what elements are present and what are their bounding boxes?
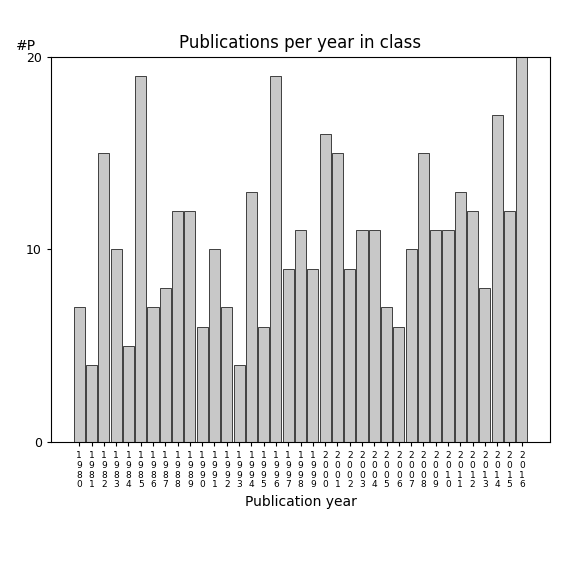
Bar xyxy=(405,249,417,442)
Title: Publications per year in class: Publications per year in class xyxy=(179,35,422,52)
Bar xyxy=(344,269,355,442)
Bar xyxy=(172,211,183,442)
Bar xyxy=(135,76,146,442)
Bar xyxy=(332,153,343,442)
Bar xyxy=(147,307,159,442)
Bar xyxy=(123,346,134,442)
Bar xyxy=(270,76,281,442)
Bar xyxy=(516,57,527,442)
Bar xyxy=(86,365,97,442)
Bar xyxy=(467,211,478,442)
Bar xyxy=(209,249,220,442)
Bar xyxy=(492,115,503,442)
Bar xyxy=(430,230,441,442)
Bar xyxy=(234,365,244,442)
Text: #P: #P xyxy=(16,39,36,53)
Bar xyxy=(197,327,208,442)
Bar xyxy=(258,327,269,442)
Bar xyxy=(111,249,122,442)
Bar xyxy=(381,307,392,442)
Bar xyxy=(295,230,306,442)
Bar xyxy=(418,153,429,442)
Bar xyxy=(283,269,294,442)
Bar xyxy=(369,230,380,442)
Bar xyxy=(442,230,454,442)
Bar xyxy=(221,307,232,442)
Bar xyxy=(393,327,404,442)
Bar xyxy=(320,134,331,442)
Bar xyxy=(160,288,171,442)
Bar xyxy=(184,211,196,442)
Bar xyxy=(74,307,85,442)
Bar xyxy=(307,269,318,442)
Bar xyxy=(479,288,490,442)
Bar xyxy=(357,230,367,442)
Bar xyxy=(98,153,109,442)
Bar xyxy=(455,192,466,442)
Bar xyxy=(504,211,515,442)
X-axis label: Publication year: Publication year xyxy=(244,495,357,509)
Bar xyxy=(246,192,257,442)
